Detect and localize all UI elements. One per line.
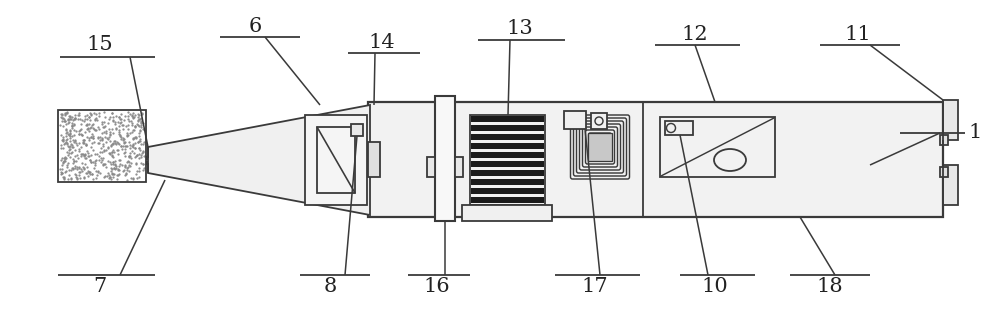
Bar [471, 125, 544, 131]
Bar [591, 113, 607, 129]
Bar [665, 121, 693, 135]
Bar [471, 152, 544, 158]
Text: 1: 1 [968, 124, 982, 142]
Bar [455, 157, 463, 177]
Text: 17: 17 [582, 278, 608, 296]
Text: 12: 12 [682, 24, 708, 44]
Bar [471, 116, 544, 122]
Bar [58, 110, 146, 182]
Polygon shape [148, 105, 370, 215]
Text: 8: 8 [323, 278, 337, 296]
Bar [471, 143, 544, 149]
Bar [471, 197, 544, 203]
Bar [470, 115, 545, 205]
Text: 6: 6 [248, 18, 262, 36]
Bar [471, 188, 544, 194]
Bar [427, 157, 435, 177]
Bar [351, 124, 363, 136]
Bar [368, 142, 380, 177]
Bar [471, 134, 544, 140]
Bar [471, 179, 544, 185]
Bar [940, 135, 948, 145]
Text: 7: 7 [93, 278, 107, 296]
Bar [588, 133, 612, 161]
Text: 16: 16 [424, 278, 450, 296]
Text: 15: 15 [87, 35, 113, 55]
Bar [943, 165, 958, 205]
Text: 18: 18 [817, 278, 843, 296]
Text: 13: 13 [507, 20, 533, 38]
Bar [435, 96, 455, 221]
Text: 11: 11 [845, 24, 871, 44]
Bar [368, 102, 943, 217]
Text: 14: 14 [369, 32, 395, 51]
Bar [564, 111, 586, 129]
Bar [471, 161, 544, 167]
Bar [317, 127, 355, 193]
Bar [660, 117, 775, 177]
Bar [305, 115, 367, 205]
Bar [940, 167, 948, 177]
Bar [462, 205, 552, 221]
Text: 10: 10 [702, 278, 728, 296]
Bar [471, 170, 544, 176]
Bar [943, 100, 958, 140]
